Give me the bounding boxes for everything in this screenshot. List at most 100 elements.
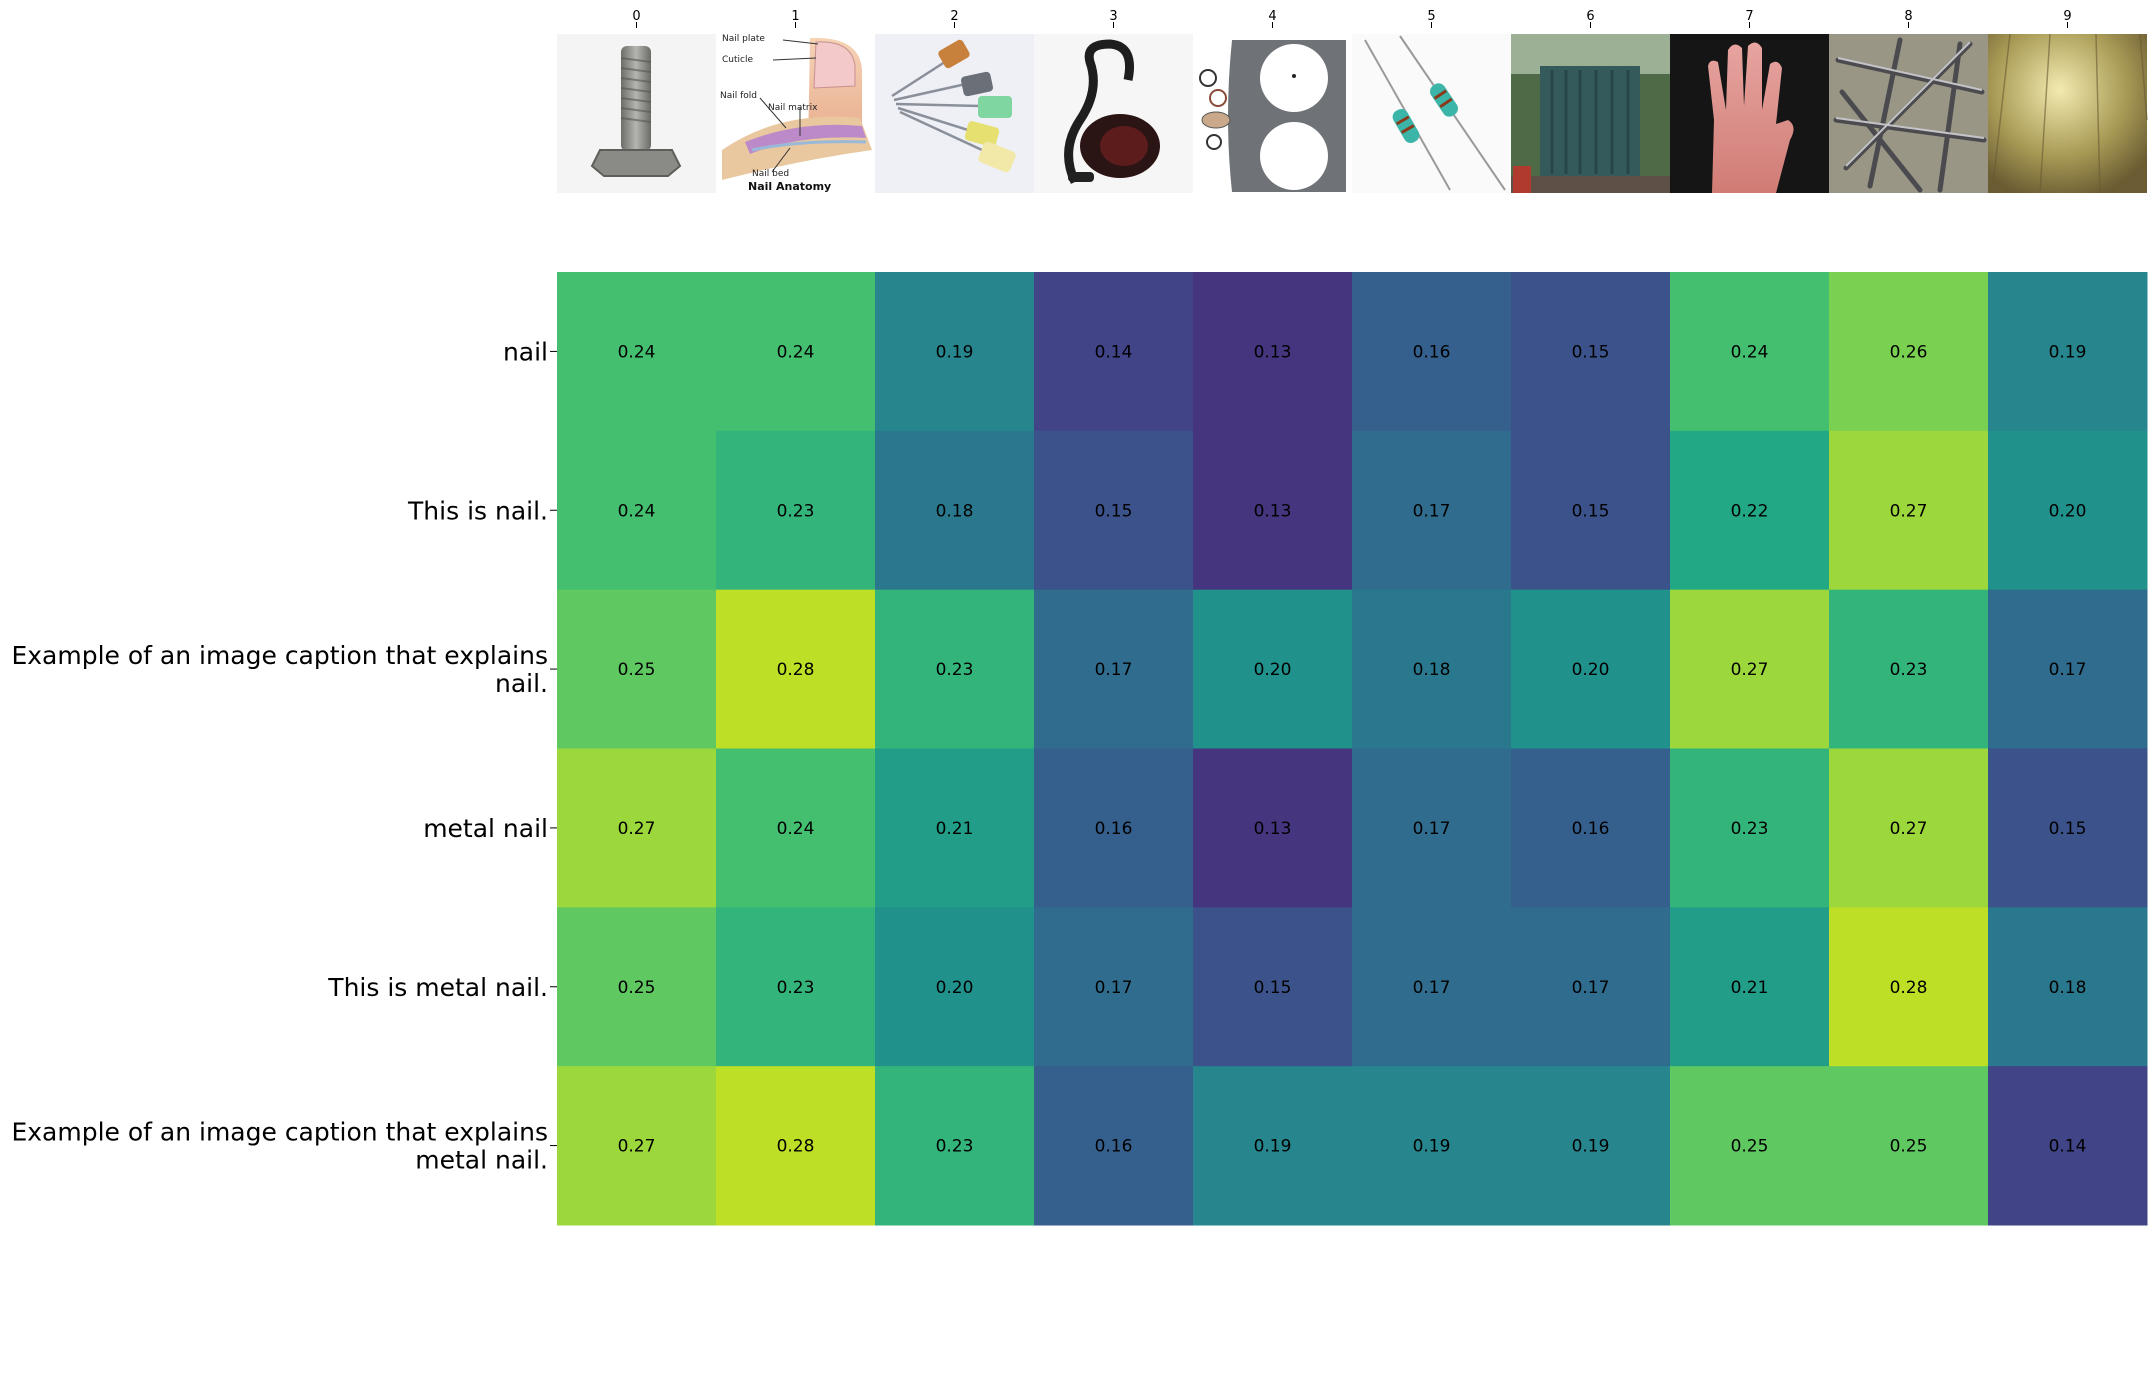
heatmap-cell-r3-c6 (1511, 748, 1671, 908)
cell-value-label: 0.17 (1095, 660, 1133, 680)
cell-value-label: 0.17 (1413, 501, 1451, 521)
heatmap-cell-r1-c8 (1829, 430, 1989, 591)
y-tick-label: Example of an image caption that explain… (11, 641, 548, 670)
heatmap-cell-r2-c4 (1193, 589, 1353, 749)
x-tick-label: 5 (1427, 9, 1435, 24)
cell-value-label: 0.23 (936, 1137, 974, 1157)
heatmap-cell-r1-c2 (875, 430, 1035, 591)
cell-value-label: 0.15 (1572, 342, 1610, 362)
heatmap-cell-r4-c8 (1829, 907, 1989, 1067)
heatmap-cell-r2-c2 (875, 589, 1035, 749)
x-tick-label: 7 (1745, 9, 1753, 24)
cell-value-label: 0.20 (1254, 660, 1292, 680)
cell-value-label: 0.19 (1572, 1137, 1610, 1157)
heatmap-cell-r0-c1 (716, 272, 876, 432)
thumbnail-vacuum-cleaner (1034, 34, 1193, 193)
cell-value-label: 0.19 (936, 342, 974, 362)
cell-value-label: 0.24 (618, 342, 656, 362)
x-tick-label: 0 (632, 9, 640, 24)
cell-value-label: 0.16 (1095, 819, 1133, 839)
cell-value-label: 0.26 (1890, 342, 1928, 362)
y-tick-label: nail (503, 337, 548, 366)
cell-value-label: 0.18 (2049, 978, 2087, 998)
nail-anatomy-label-bed: Nail bed (752, 169, 789, 179)
cell-value-label: 0.13 (1254, 819, 1292, 839)
cell-value-label: 0.19 (1254, 1137, 1292, 1157)
cell-value-label: 0.25 (618, 660, 656, 680)
heatmap-cell-r3-c0 (557, 748, 717, 908)
y-axis-ticks: nail This is nail. Example of an image cap… (11, 337, 557, 1175)
heatmap-cell-r0-c4 (1193, 272, 1353, 432)
heatmap-cell-r2-c6 (1511, 589, 1671, 749)
cell-value-label: 0.25 (1890, 1137, 1928, 1157)
cell-value-label: 0.28 (777, 1137, 815, 1157)
cell-value-label: 0.24 (777, 819, 815, 839)
heatmap-cell-r1-c0 (557, 430, 717, 591)
cell-value-label: 0.20 (936, 978, 974, 998)
heatmap-cell-r5-c7 (1670, 1066, 1830, 1226)
heatmap-cell-r5-c5 (1352, 1066, 1512, 1226)
heatmap-cell-r0-c9 (1988, 272, 2148, 432)
cell-value-label: 0.23 (1731, 819, 1769, 839)
heatmap-cell-r2-c3 (1034, 589, 1194, 749)
y-tick-label: nail. (495, 669, 548, 698)
thumbnail-syringe-needles (875, 34, 1034, 193)
thumbnail-hex-bolt (557, 34, 716, 193)
x-tick-label: 3 (1109, 9, 1117, 24)
cell-value-label: 0.27 (618, 819, 656, 839)
heatmap-cell-r1-c9 (1988, 430, 2148, 591)
y-tick-label: This is metal nail. (327, 973, 548, 1002)
y-tick-label: metal nail (423, 814, 548, 843)
cell-value-label: 0.17 (1572, 978, 1610, 998)
y-tick-label: metal nail. (415, 1146, 548, 1175)
heatmap-cell-r2-c1 (716, 589, 876, 749)
heatmap-cell-r2-c7 (1670, 589, 1830, 749)
cell-value-label: 0.25 (1731, 1137, 1769, 1157)
x-tick-label: 8 (1904, 9, 1912, 24)
heatmap-cells: 0.24 0.24 0.19 0.14 0.13 0.16 0.15 0.24 0.26 0.19… (557, 272, 2148, 1226)
cell-value-label: 0.23 (1890, 660, 1928, 680)
heatmap-cell-r4-c6 (1511, 907, 1671, 1067)
cell-value-label: 0.19 (1413, 1137, 1451, 1157)
thumbnail-transformer (1511, 34, 1670, 193)
cell-value-label: 0.28 (777, 660, 815, 680)
cell-value-label: 0.25 (618, 978, 656, 998)
heatmap-cell-r0-c7 (1670, 272, 1830, 432)
cell-value-label: 0.21 (1731, 978, 1769, 998)
heatmap-cell-r5-c0 (557, 1066, 717, 1226)
cell-value-label: 0.23 (777, 978, 815, 998)
x-tick-label: 9 (2063, 9, 2071, 24)
x-tick-label: 4 (1268, 9, 1276, 24)
thumbnail-human-hand (1670, 34, 1829, 193)
cell-value-label: 0.27 (1731, 660, 1769, 680)
nail-anatomy-label-matrix: Nail matrix (768, 103, 818, 113)
y-tick-label: This is nail. (407, 496, 548, 525)
heatmap-cell-r4-c9 (1988, 907, 2148, 1067)
heatmap-cell-r0-c2 (875, 272, 1035, 432)
heatmap-cell-r5-c1 (716, 1066, 876, 1226)
heatmap-cell-r0-c3 (1034, 272, 1194, 432)
heatmap-cell-r2-c5 (1352, 589, 1512, 749)
cell-value-label: 0.28 (1890, 978, 1928, 998)
thumbnail-metal-nails (1829, 34, 1988, 193)
heatmap-cell-r4-c1 (716, 907, 876, 1067)
heatmap-cell-r3-c4 (1193, 748, 1353, 908)
cell-value-label: 0.15 (1254, 978, 1292, 998)
cell-value-label: 0.24 (1731, 342, 1769, 362)
cell-value-label: 0.17 (1095, 978, 1133, 998)
cell-value-label: 0.16 (1413, 342, 1451, 362)
heatmap-cell-r5-c4 (1193, 1066, 1353, 1226)
heatmap-cell-r1-c1 (716, 430, 876, 591)
heatmap-cell-r1-c7 (1670, 430, 1830, 591)
heatmap-cell-r2-c8 (1829, 589, 1989, 749)
cell-value-label: 0.15 (2049, 819, 2087, 839)
cell-value-label: 0.23 (777, 501, 815, 521)
heatmap-cell-r5-c9 (1988, 1066, 2148, 1226)
column-image-strip: Nail plate Cuticle Nail fold Nail matrix… (557, 33, 2148, 194)
heatmap-cell-r3-c3 (1034, 748, 1194, 908)
cell-value-label: 0.17 (2049, 660, 2087, 680)
cell-value-label: 0.23 (936, 660, 974, 680)
cell-value-label: 0.13 (1254, 342, 1292, 362)
cell-value-label: 0.18 (1413, 660, 1451, 680)
cell-value-label: 0.20 (2049, 501, 2087, 521)
